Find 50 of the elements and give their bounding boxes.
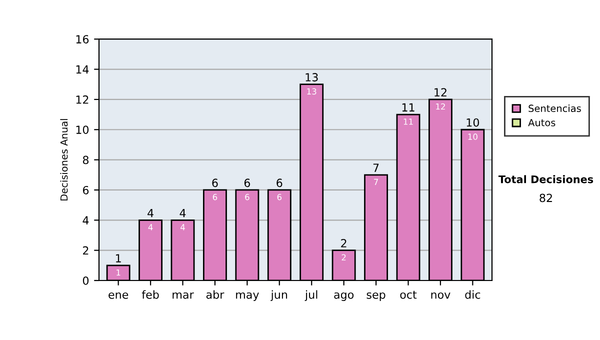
legend-label: Sentencias [528, 104, 581, 112]
total-label: 4 [180, 208, 186, 218]
data-label: 1 [116, 269, 120, 276]
x-tick-label: sep [366, 292, 386, 301]
data-label: 2 [342, 254, 346, 260]
x-tick-label: oct [400, 290, 417, 299]
x-tick-label: jul [304, 290, 318, 301]
total-label: 6 [244, 178, 250, 188]
total-label: 10 [466, 118, 480, 127]
y-tick-label: 10 [76, 126, 89, 134]
data-label: 4 [180, 224, 185, 230]
y-tick-label: 14 [76, 65, 89, 74]
total-label: 6 [276, 178, 282, 188]
data-label: 10 [468, 134, 478, 140]
y-tick-label: 2 [83, 246, 88, 255]
x-tick-label: may [236, 292, 259, 301]
y-tick-label: 6 [82, 186, 89, 194]
x-tick-label: dic [465, 290, 480, 299]
data-label: 6 [212, 194, 218, 200]
x-tick-label: ago [334, 292, 354, 301]
total-label: 4 [148, 208, 154, 218]
legend-label: Autos [528, 119, 556, 126]
total-label: 6 [212, 178, 218, 188]
y-axis-title: Decisiones Anual [60, 119, 68, 200]
x-tick-label: mar [172, 292, 194, 299]
total-label: 11 [402, 103, 414, 112]
x-tick-label: jun [270, 290, 288, 301]
total-label: 1 [116, 254, 121, 262]
data-label: 13 [307, 88, 316, 95]
data-label: 6 [245, 194, 250, 200]
x-tick-label: abr [206, 290, 224, 299]
data-label: 7 [374, 178, 378, 185]
data-label: 12 [436, 103, 445, 110]
text: Total Decisiones [498, 175, 594, 184]
y-tick-label: 12 [76, 95, 88, 104]
y-tick-label: 0 [82, 276, 89, 285]
data-label: 4 [148, 224, 153, 230]
text: 82 [540, 194, 552, 202]
y-tick-label: 4 [82, 216, 89, 224]
total-label: 7 [373, 164, 379, 172]
total-label: 13 [306, 73, 318, 82]
x-tick-label: feb [142, 290, 159, 299]
data-label: 11 [404, 118, 413, 125]
x-tick-label: ene [108, 292, 128, 299]
data-label: 6 [277, 194, 282, 200]
y-tick-label: 8 [82, 156, 89, 164]
y-tick-label: 16 [76, 35, 89, 44]
total-label: 2 [341, 239, 346, 248]
x-tick-label: nov [431, 292, 450, 299]
total-label: 12 [434, 88, 446, 96]
